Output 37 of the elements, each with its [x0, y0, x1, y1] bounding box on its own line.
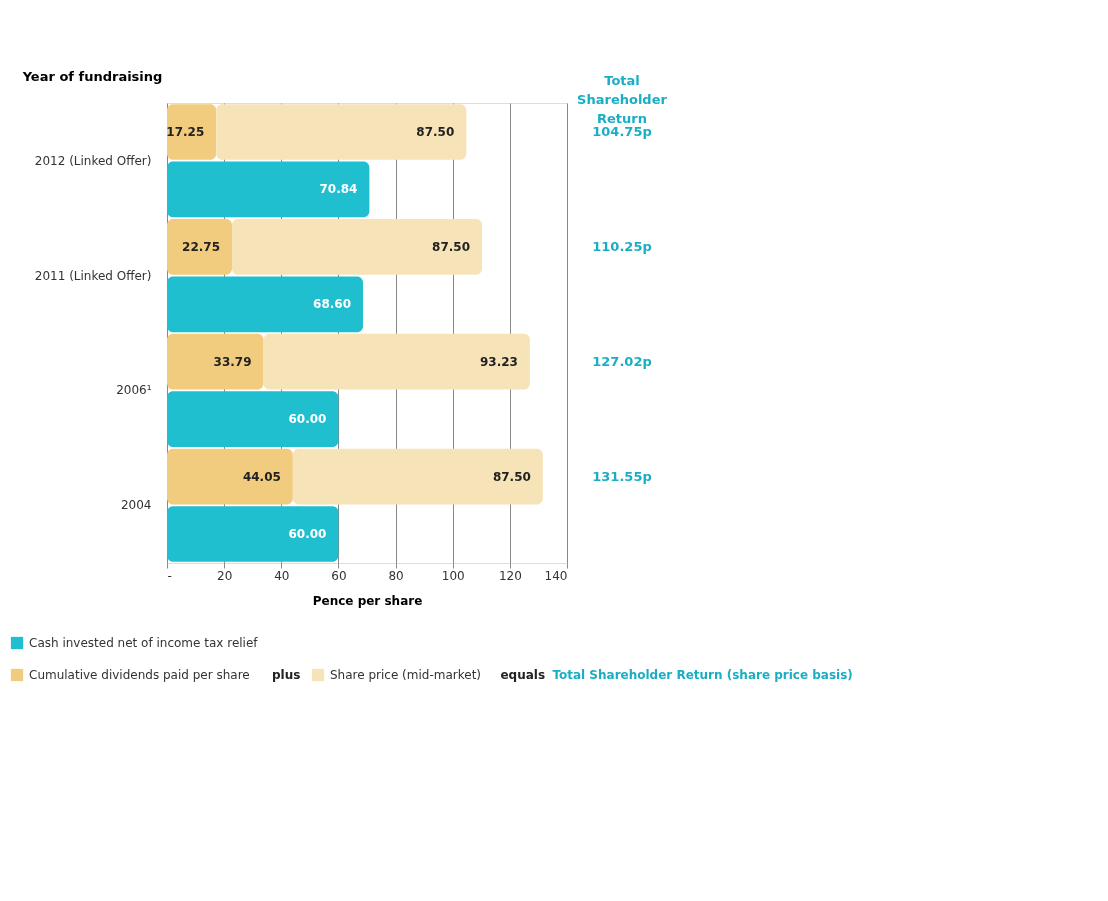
- data-label: 87.50: [416, 125, 455, 139]
- data-label: 60.00: [288, 412, 327, 427]
- text: Total Shareholder Return (share price basis): [552, 668, 853, 682]
- data-label: 70.84: [319, 182, 358, 197]
- legend-label: Cumulative dividends paid per share: [29, 668, 250, 682]
- data-label: 68.60: [313, 297, 351, 312]
- text: 127.02p: [592, 353, 652, 369]
- y-tick-label: 2004: [120, 498, 152, 513]
- data-label: 93.23: [479, 354, 518, 369]
- data-label: 33.79: [213, 354, 252, 369]
- data-label: 87.50: [492, 469, 531, 484]
- text: 131.55p: [592, 468, 652, 484]
- x-tick-label: -: [167, 568, 172, 583]
- x-tick-label: 60: [331, 568, 347, 583]
- text: plus: [272, 668, 301, 682]
- y-tick-label: 2011 (Linked Offer): [34, 268, 152, 283]
- data-label: 87.50: [432, 239, 470, 254]
- x-axis-title: Pence per share: [312, 593, 423, 608]
- legend-label: Cash invested net of income tax relief: [29, 636, 259, 650]
- text: 104.75p: [592, 124, 652, 139]
- x-tick-label: 140: [544, 568, 568, 583]
- text: 110.25p: [592, 238, 652, 254]
- x-tick-label: 80: [388, 568, 404, 583]
- x-tick-label: 40: [274, 568, 290, 583]
- data-label: 60.00: [288, 527, 327, 541]
- y-tick-label: 2006¹: [116, 383, 152, 398]
- data-label: 22.75: [182, 239, 220, 254]
- text: equals: [500, 668, 546, 682]
- x-tick-label: 20: [217, 568, 233, 583]
- text: Total Shareholder Return: [577, 73, 668, 126]
- data-label: 44.05: [242, 469, 281, 484]
- data-label: 17.25: [166, 125, 205, 139]
- legend-label: Share price (mid-market): [330, 668, 482, 682]
- x-tick-label: 100: [441, 568, 465, 583]
- x-tick-label: 120: [498, 568, 522, 583]
- y-axis-title: Year of fundraising: [21, 68, 163, 84]
- y-tick-label: 2012 (Linked Offer): [34, 153, 152, 168]
